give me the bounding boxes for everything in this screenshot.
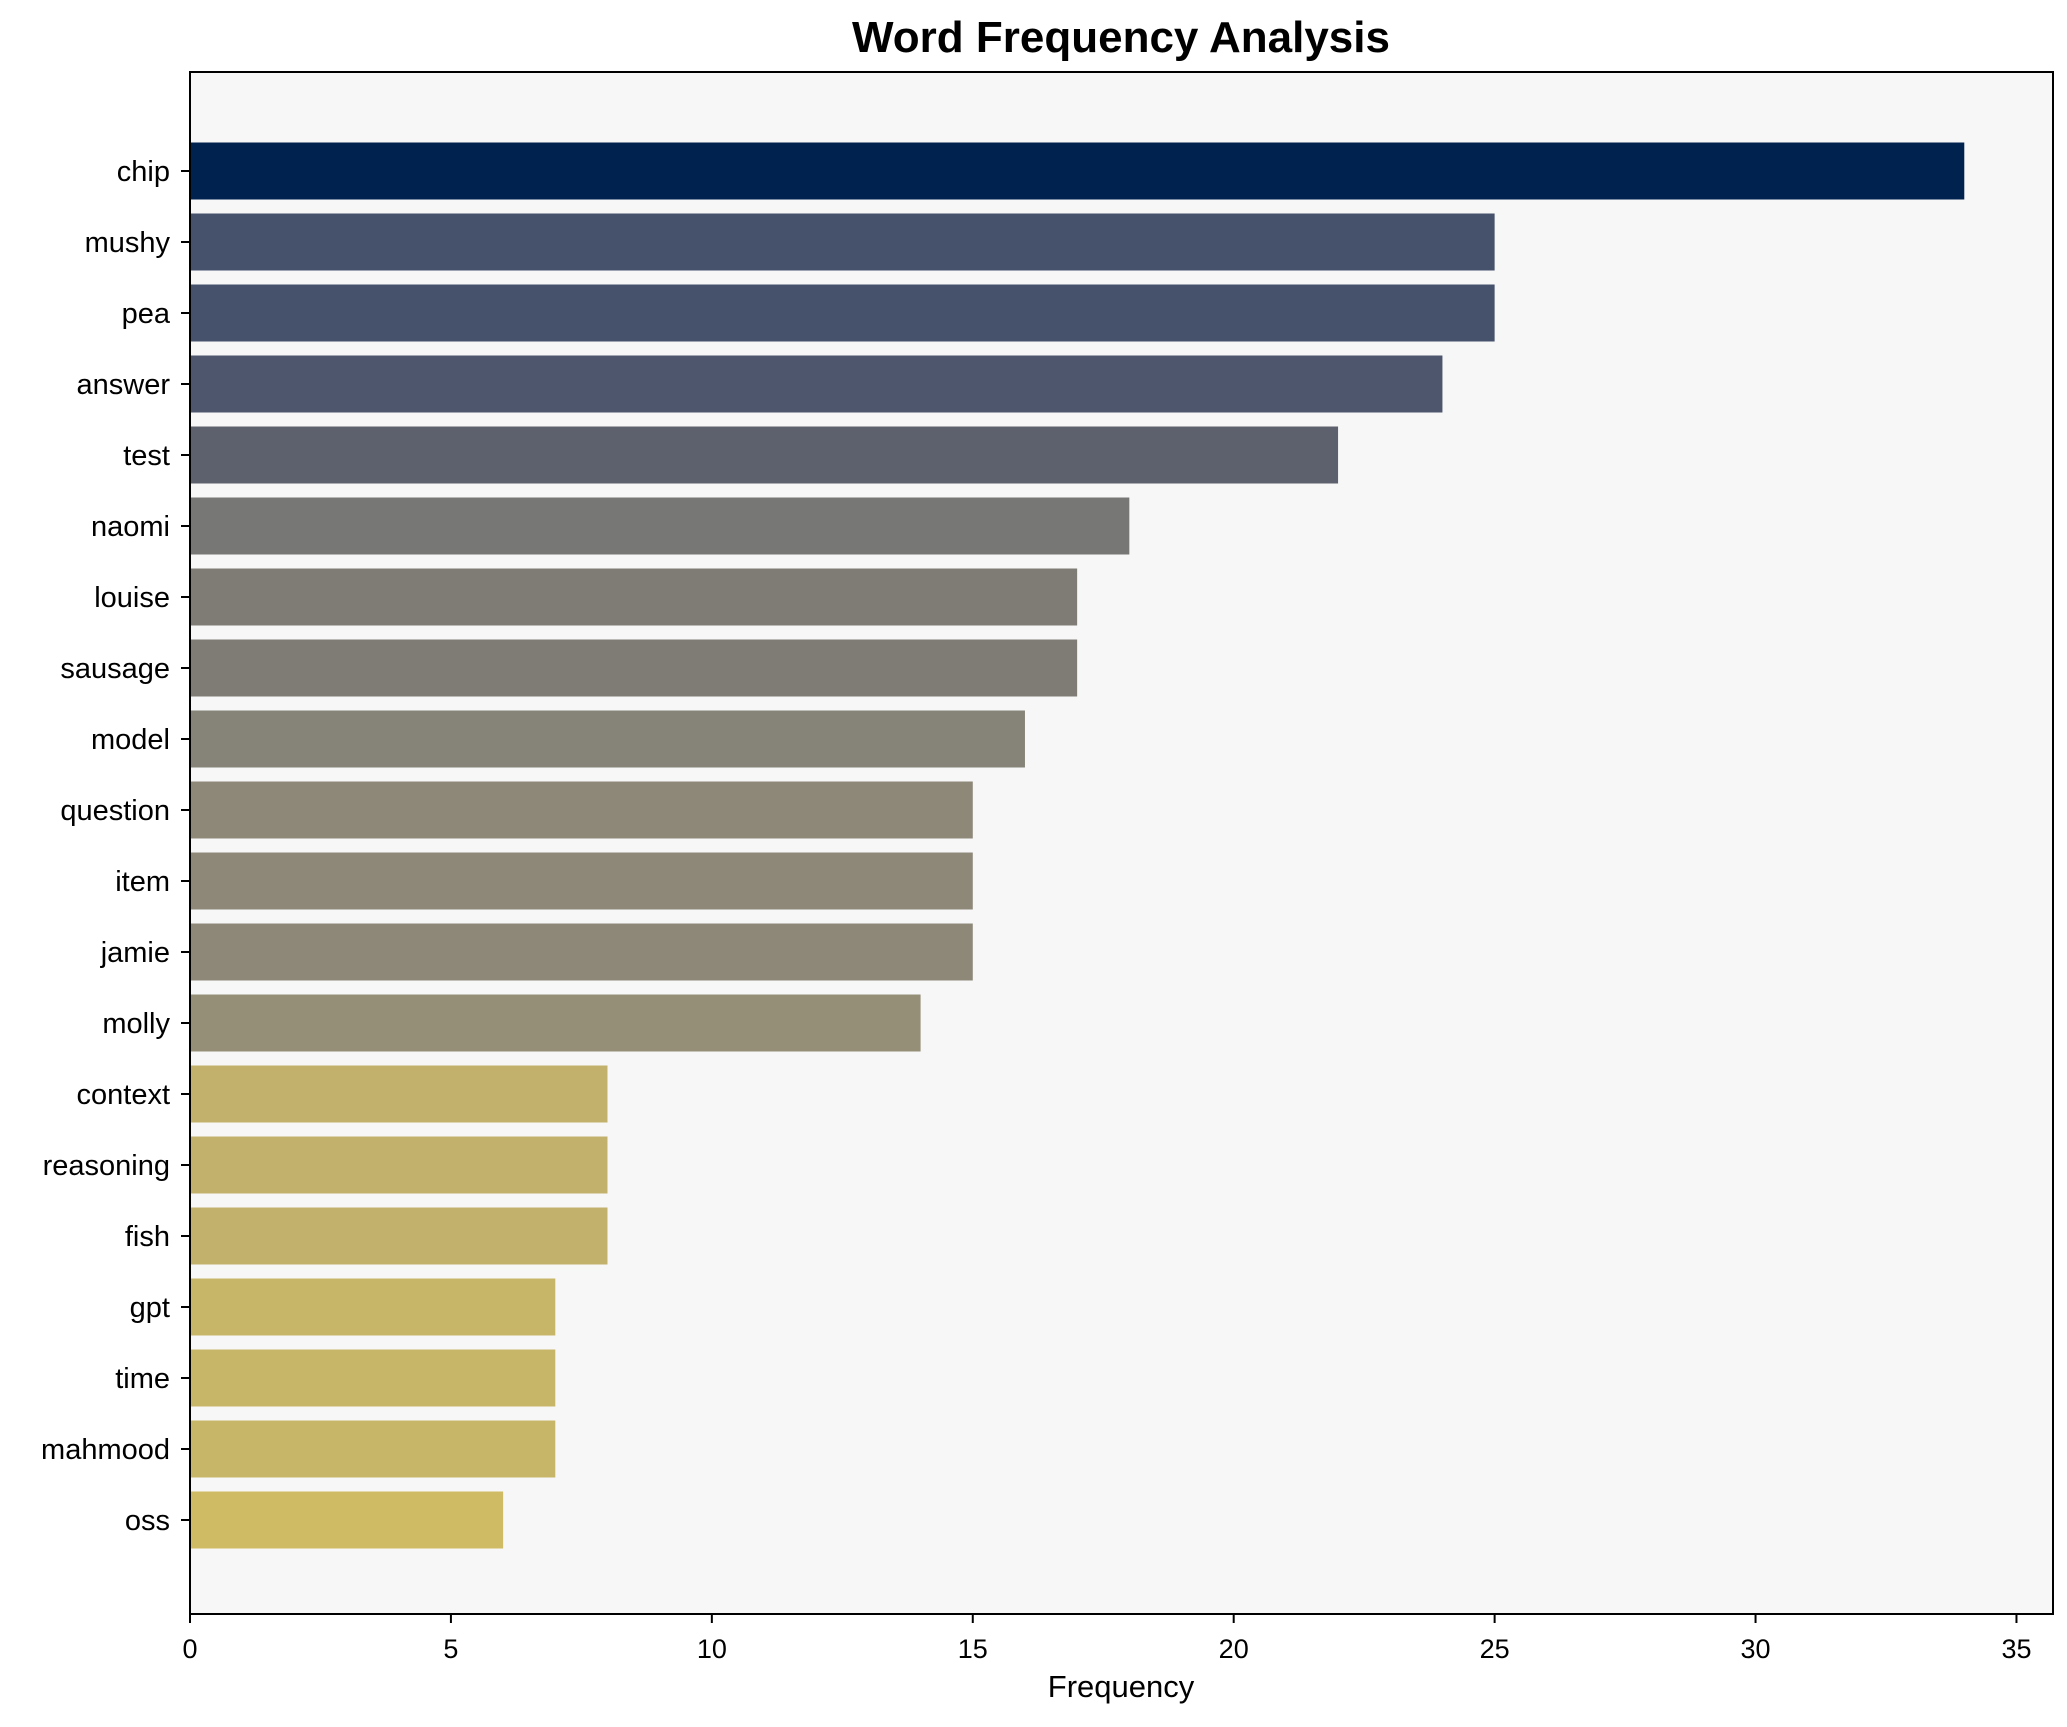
x-tick-label: 15 xyxy=(958,1634,988,1664)
x-tick-label: 25 xyxy=(1480,1634,1510,1664)
y-tick-label: answer xyxy=(77,369,171,401)
x-axis-label: Frequency xyxy=(1048,1669,1195,1704)
y-tick-label: oss xyxy=(125,1505,170,1537)
chart-title: Word Frequency Analysis xyxy=(852,13,1390,62)
x-tick-label: 35 xyxy=(2001,1634,2031,1664)
y-tick-label: time xyxy=(115,1363,170,1395)
y-tick-label: jamie xyxy=(100,937,170,969)
x-tick-label: 5 xyxy=(443,1634,458,1664)
y-tick-label: gpt xyxy=(130,1292,170,1324)
bar-item xyxy=(190,852,973,910)
y-tick-label: test xyxy=(123,440,170,472)
bar-answer xyxy=(190,355,1443,413)
y-tick-label: chip xyxy=(117,156,170,188)
bar-mahmood xyxy=(190,1420,556,1478)
bar-molly xyxy=(190,994,921,1052)
y-tick-label: louise xyxy=(94,582,170,614)
y-tick-label: context xyxy=(77,1079,171,1111)
y-axis: chip mushy pea answer test naomi louise sausage… xyxy=(41,156,190,1537)
y-tick-label: sausage xyxy=(60,653,170,685)
y-tick-label: pea xyxy=(122,298,171,330)
bar-gpt xyxy=(190,1278,556,1336)
bar-context xyxy=(190,1065,608,1123)
bar-fish xyxy=(190,1207,608,1265)
y-tick-label: mushy xyxy=(85,227,171,259)
y-tick-label: model xyxy=(91,724,170,756)
y-tick-label: fish xyxy=(125,1221,170,1253)
y-tick-label: item xyxy=(115,866,170,898)
x-tick-label: 20 xyxy=(1219,1634,1249,1664)
bar-mushy xyxy=(190,213,1495,271)
bar-oss xyxy=(190,1491,504,1549)
bar-question xyxy=(190,781,973,839)
bar-pea xyxy=(190,284,1495,342)
y-tick-label: question xyxy=(60,795,170,827)
plot-frame xyxy=(189,71,2054,1615)
x-tick-label: 30 xyxy=(1741,1634,1771,1664)
bar-reasoning xyxy=(190,1136,608,1194)
y-tick-label: molly xyxy=(102,1008,170,1040)
y-tick-label: reasoning xyxy=(43,1150,170,1182)
bar-test xyxy=(190,426,1339,484)
bar-sausage xyxy=(190,639,1078,697)
bar-louise xyxy=(190,568,1078,626)
bars-group xyxy=(190,142,1965,1549)
bar-naomi xyxy=(190,497,1130,555)
bar-jamie xyxy=(190,923,973,981)
y-tick-label: mahmood xyxy=(41,1434,170,1466)
y-tick-label: naomi xyxy=(91,511,170,543)
bar-chip xyxy=(190,142,1965,200)
x-tick-label: 0 xyxy=(182,1634,197,1664)
bar-model xyxy=(190,710,1025,768)
x-tick-label: 10 xyxy=(697,1634,727,1664)
x-axis: 0 5 10 15 20 25 30 35 xyxy=(182,1614,2031,1664)
bar-time xyxy=(190,1349,556,1407)
